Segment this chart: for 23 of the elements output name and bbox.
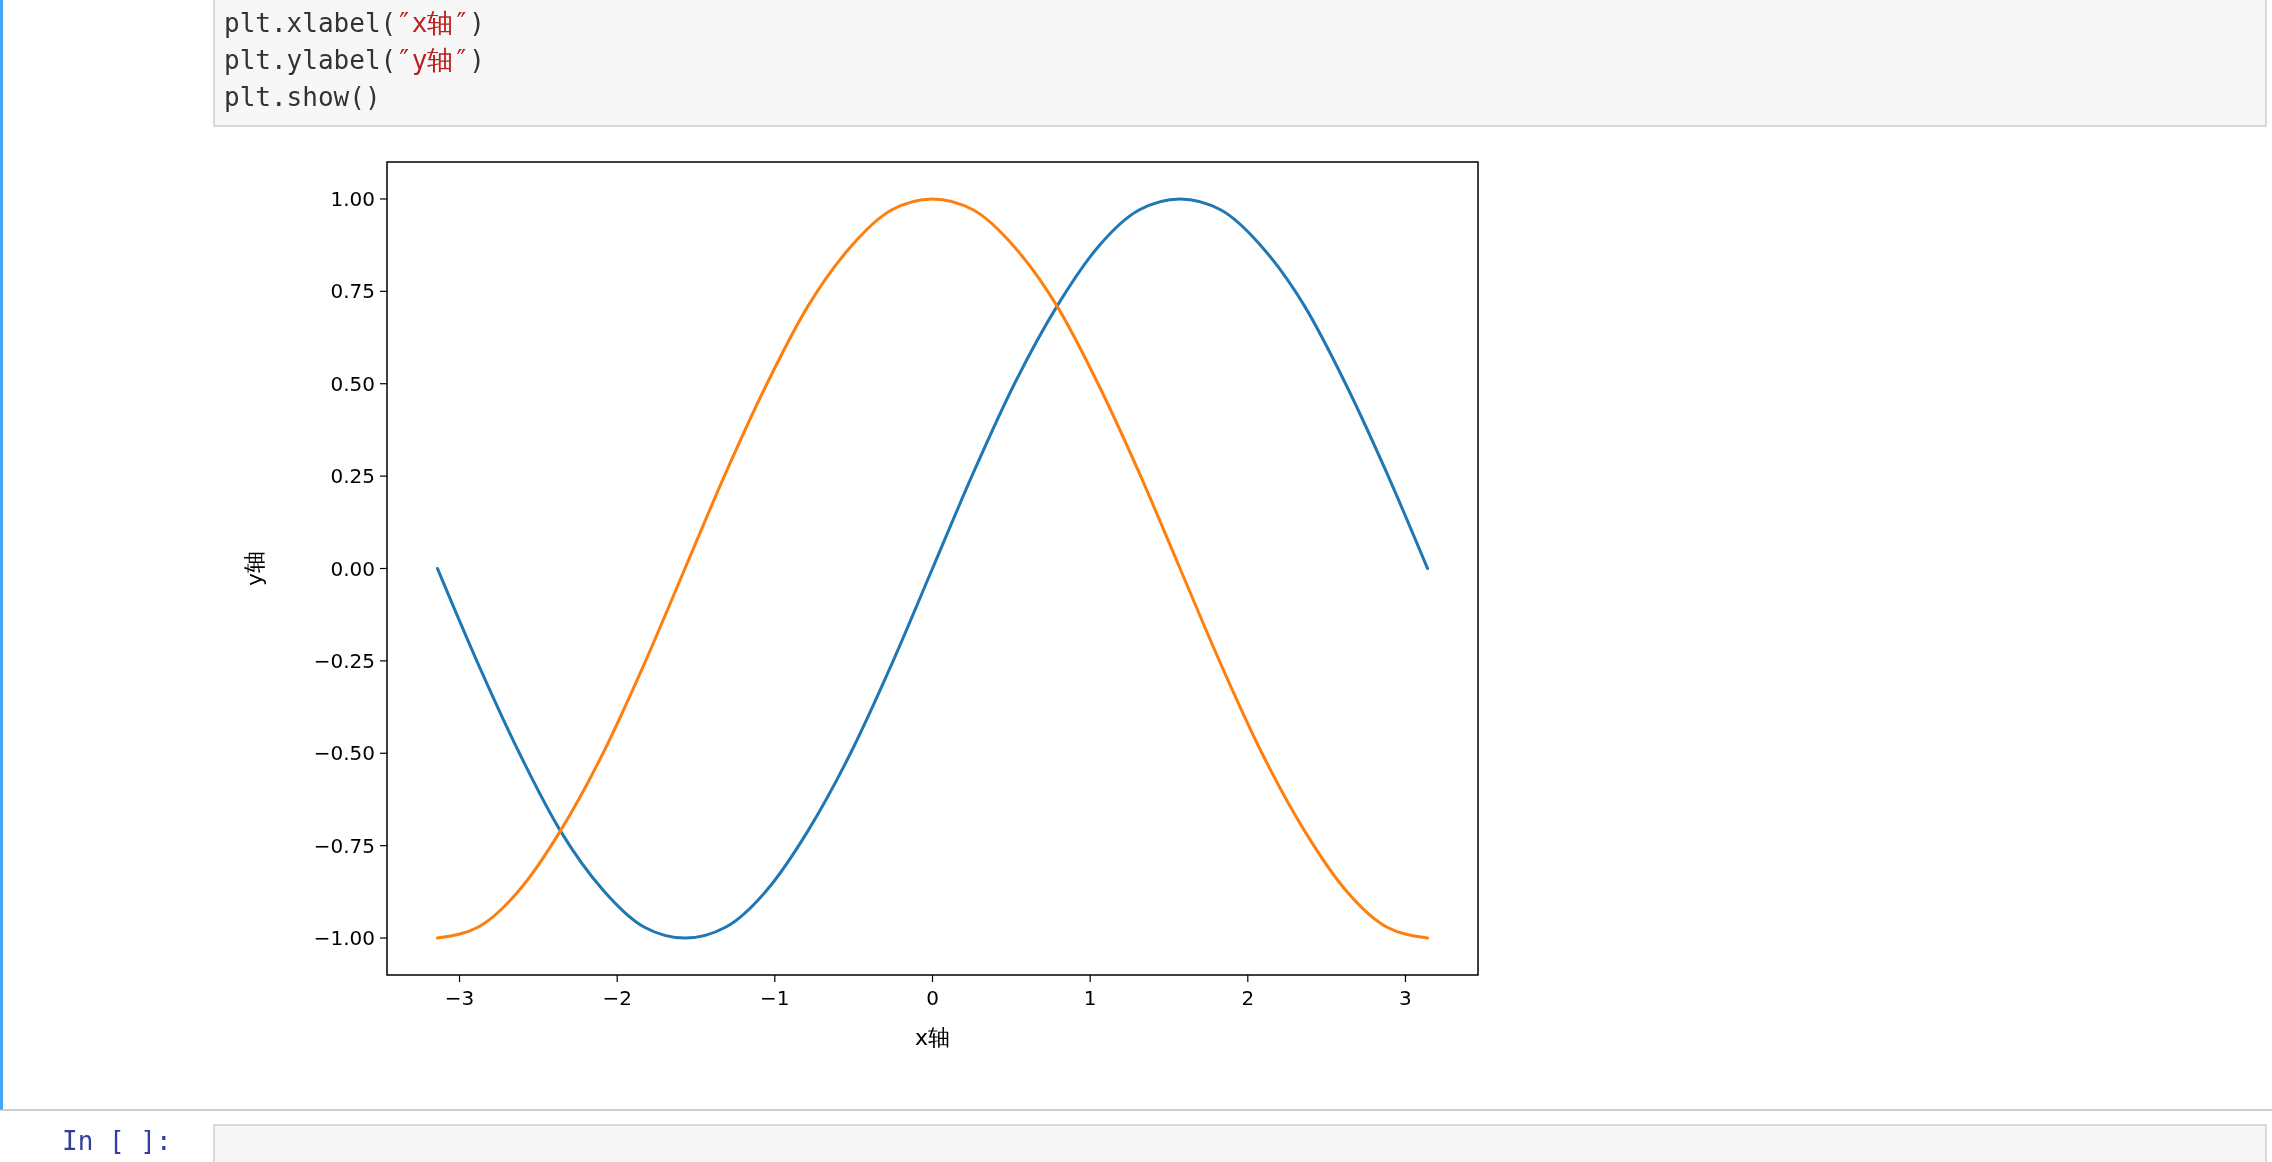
y-tick-label: 0.25 <box>330 464 375 489</box>
x-tick-label: 2 <box>1241 986 1255 1010</box>
x-tick-label: −2 <box>602 986 632 1010</box>
x-tick-label: 3 <box>1399 986 1412 1010</box>
text: plt.show() <box>224 82 381 112</box>
y-tick-label: 0.00 <box>330 556 375 581</box>
y-axis-title: y轴 <box>242 550 267 587</box>
text: plt.ylabel(″y轴″) <box>224 45 485 75</box>
line-series <box>435 197 1430 940</box>
x-tick-label: 1 <box>1083 986 1097 1010</box>
y-tick-label: −1.00 <box>313 926 375 951</box>
x-tick-label: 0 <box>926 986 939 1010</box>
y-tick-label: 1.00 <box>330 186 375 211</box>
x-tick-label: −3 <box>444 986 475 1010</box>
y-tick-label: 0.50 <box>330 371 375 396</box>
x-axis-title: x轴 <box>914 1025 951 1050</box>
text: In [ ]: <box>62 1126 172 1156</box>
y-tick-label: 0.75 <box>330 279 375 304</box>
x-tick-label: −1 <box>760 986 790 1010</box>
y-tick-label: −0.75 <box>313 833 375 858</box>
y-tick-label: −0.25 <box>313 648 375 673</box>
text: plt.xlabel(″x轴″) <box>224 8 485 38</box>
y-tick-label: −0.50 <box>313 741 375 766</box>
